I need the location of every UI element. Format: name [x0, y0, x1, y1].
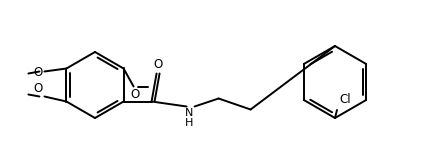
Text: N
H: N H [184, 109, 193, 128]
Text: O: O [33, 66, 43, 79]
Text: Cl: Cl [339, 93, 350, 106]
Text: O: O [130, 88, 139, 101]
Text: O: O [33, 82, 43, 94]
Text: O: O [153, 58, 162, 70]
